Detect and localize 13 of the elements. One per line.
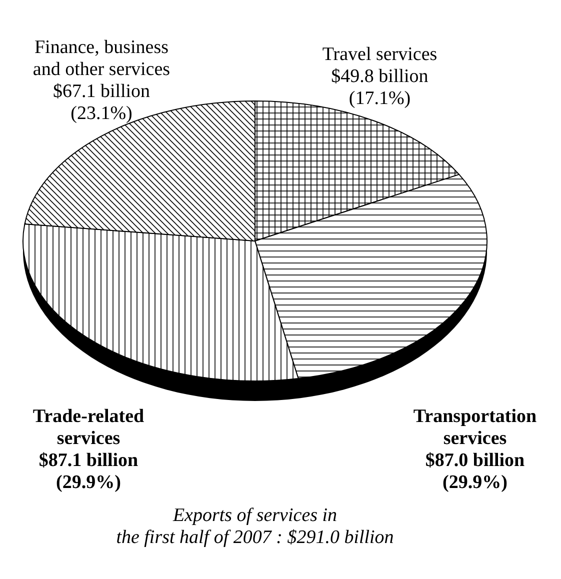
text: (23.1%) bbox=[70, 103, 132, 124]
data-label: $87.0 billion bbox=[425, 450, 526, 471]
slice-label: Finance, business and other services bbox=[32, 37, 170, 80]
slice-label: Transportation services bbox=[413, 406, 538, 449]
data-label: $87.1 billion bbox=[38, 450, 139, 471]
slice-label: Trade-related services bbox=[32, 406, 145, 449]
text: (17.1%) bbox=[348, 88, 411, 109]
data-label: $49.8 billion bbox=[331, 66, 429, 87]
text: (29.9%) bbox=[56, 472, 121, 493]
text: (29.9%) bbox=[442, 472, 508, 493]
data-label: $67.1 billion bbox=[52, 81, 151, 102]
slice-label: Travel services bbox=[322, 44, 438, 65]
text: Exports of services in the first half of 2007 : $291.0 billion bbox=[116, 505, 394, 548]
